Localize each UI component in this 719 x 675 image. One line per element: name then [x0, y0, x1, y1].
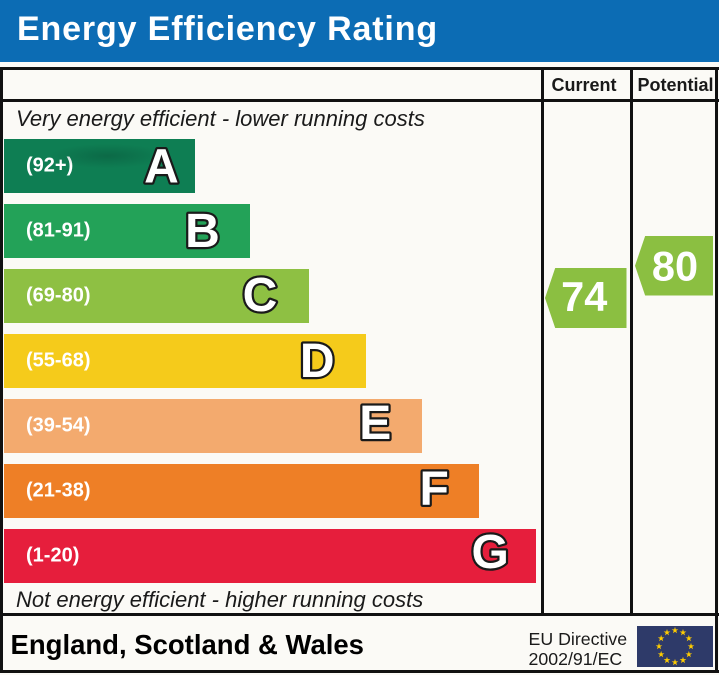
- svg-text:F: F: [419, 463, 448, 516]
- svg-text:E: E: [359, 397, 391, 450]
- svg-text:C: C: [243, 269, 278, 322]
- svg-text:A: A: [144, 141, 179, 194]
- svg-text:D: D: [300, 335, 335, 388]
- svg-text:G: G: [471, 526, 508, 579]
- svg-text:B: B: [185, 205, 220, 258]
